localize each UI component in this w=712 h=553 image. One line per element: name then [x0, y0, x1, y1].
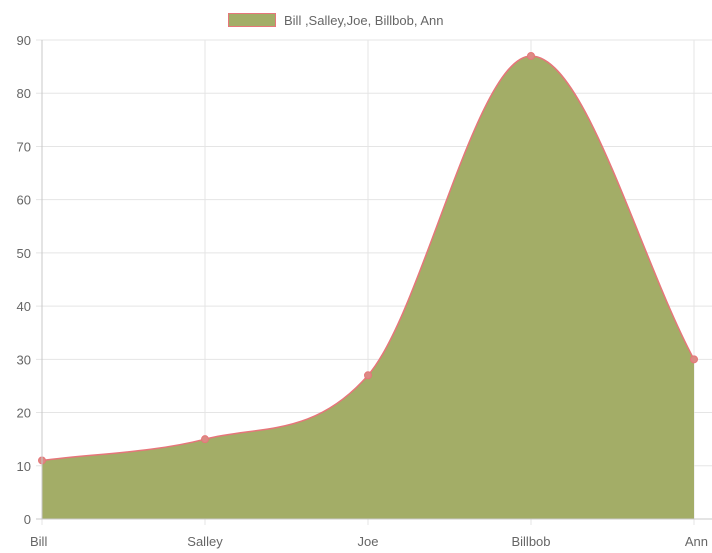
y-tick-label: 10 [17, 459, 31, 474]
series-area [42, 55, 694, 519]
y-tick-label: 90 [17, 33, 31, 48]
data-point [690, 355, 698, 364]
data-point [364, 371, 372, 380]
x-tick-label: Ann [685, 534, 708, 549]
legend-label: Bill ,Salley,Joe, Billbob, Ann [284, 12, 444, 28]
axes-layer [36, 40, 712, 520]
y-tick-label: 30 [17, 352, 31, 367]
x-tick-label: Bill [30, 534, 47, 549]
y-tick-label: 40 [17, 299, 31, 314]
data-point [201, 435, 209, 444]
y-tick-label: 60 [17, 193, 31, 208]
y-tick-label: 20 [17, 406, 31, 421]
legend[interactable]: Bill ,Salley,Joe, Billbob, Ann [228, 12, 443, 28]
legend-swatch [228, 13, 276, 27]
y-tick-label: 80 [17, 86, 31, 101]
x-tick-label: Billbob [511, 534, 550, 549]
series-line [41, 55, 695, 462]
data-layer [38, 51, 698, 519]
y-tick-label: 70 [17, 139, 31, 154]
data-point [527, 51, 535, 60]
x-tick-label: Joe [358, 534, 379, 549]
y-tick-label: 0 [24, 512, 31, 527]
labels-layer: 0 10 20 30 40 50 60 70 80 90 Bill Salley Joe Billbob A… [17, 33, 708, 549]
x-tick-label: Salley [187, 534, 223, 549]
y-tick-label: 50 [17, 246, 31, 261]
